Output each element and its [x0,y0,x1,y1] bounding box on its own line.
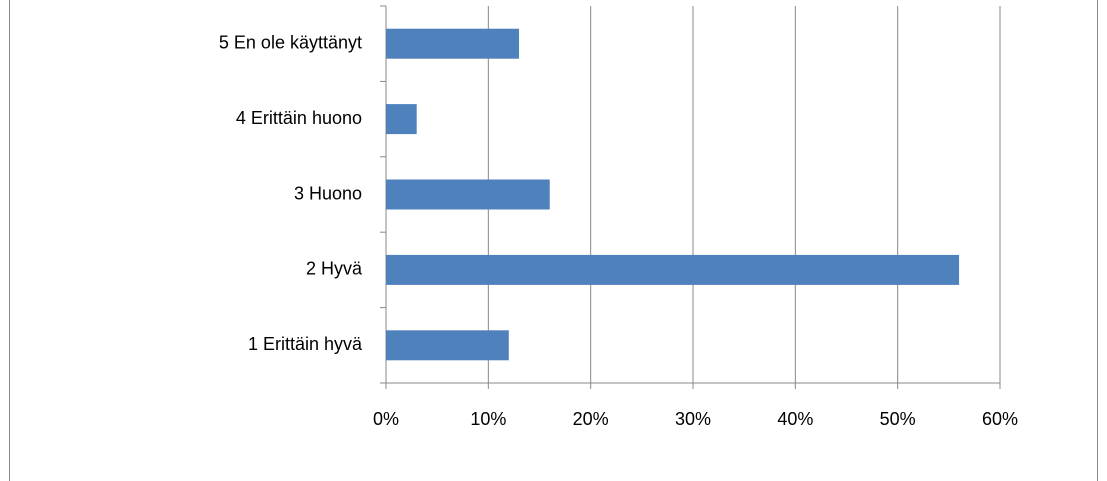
x-tick-label: 10% [470,409,506,429]
x-tick-label: 20% [573,409,609,429]
x-tick-label: 40% [777,409,813,429]
x-tick-label: 30% [675,409,711,429]
y-tick-label: 4 Erittäin huono [236,108,362,128]
y-tick-label: 5 En ole käyttänyt [219,32,362,52]
y-tick-label: 1 Erittäin hyvä [248,334,363,354]
y-tick-label: 2 Hyvä [306,259,363,279]
x-tick-label: 60% [982,409,1018,429]
y-tick-label: 3 Huono [294,183,362,203]
x-tick-label: 50% [880,409,916,429]
chart-frame [9,0,1098,481]
bar [386,330,509,361]
bar [386,179,550,210]
bar [386,28,520,59]
x-tick-label: 0% [373,409,399,429]
bar [386,104,417,135]
bar [386,254,960,285]
